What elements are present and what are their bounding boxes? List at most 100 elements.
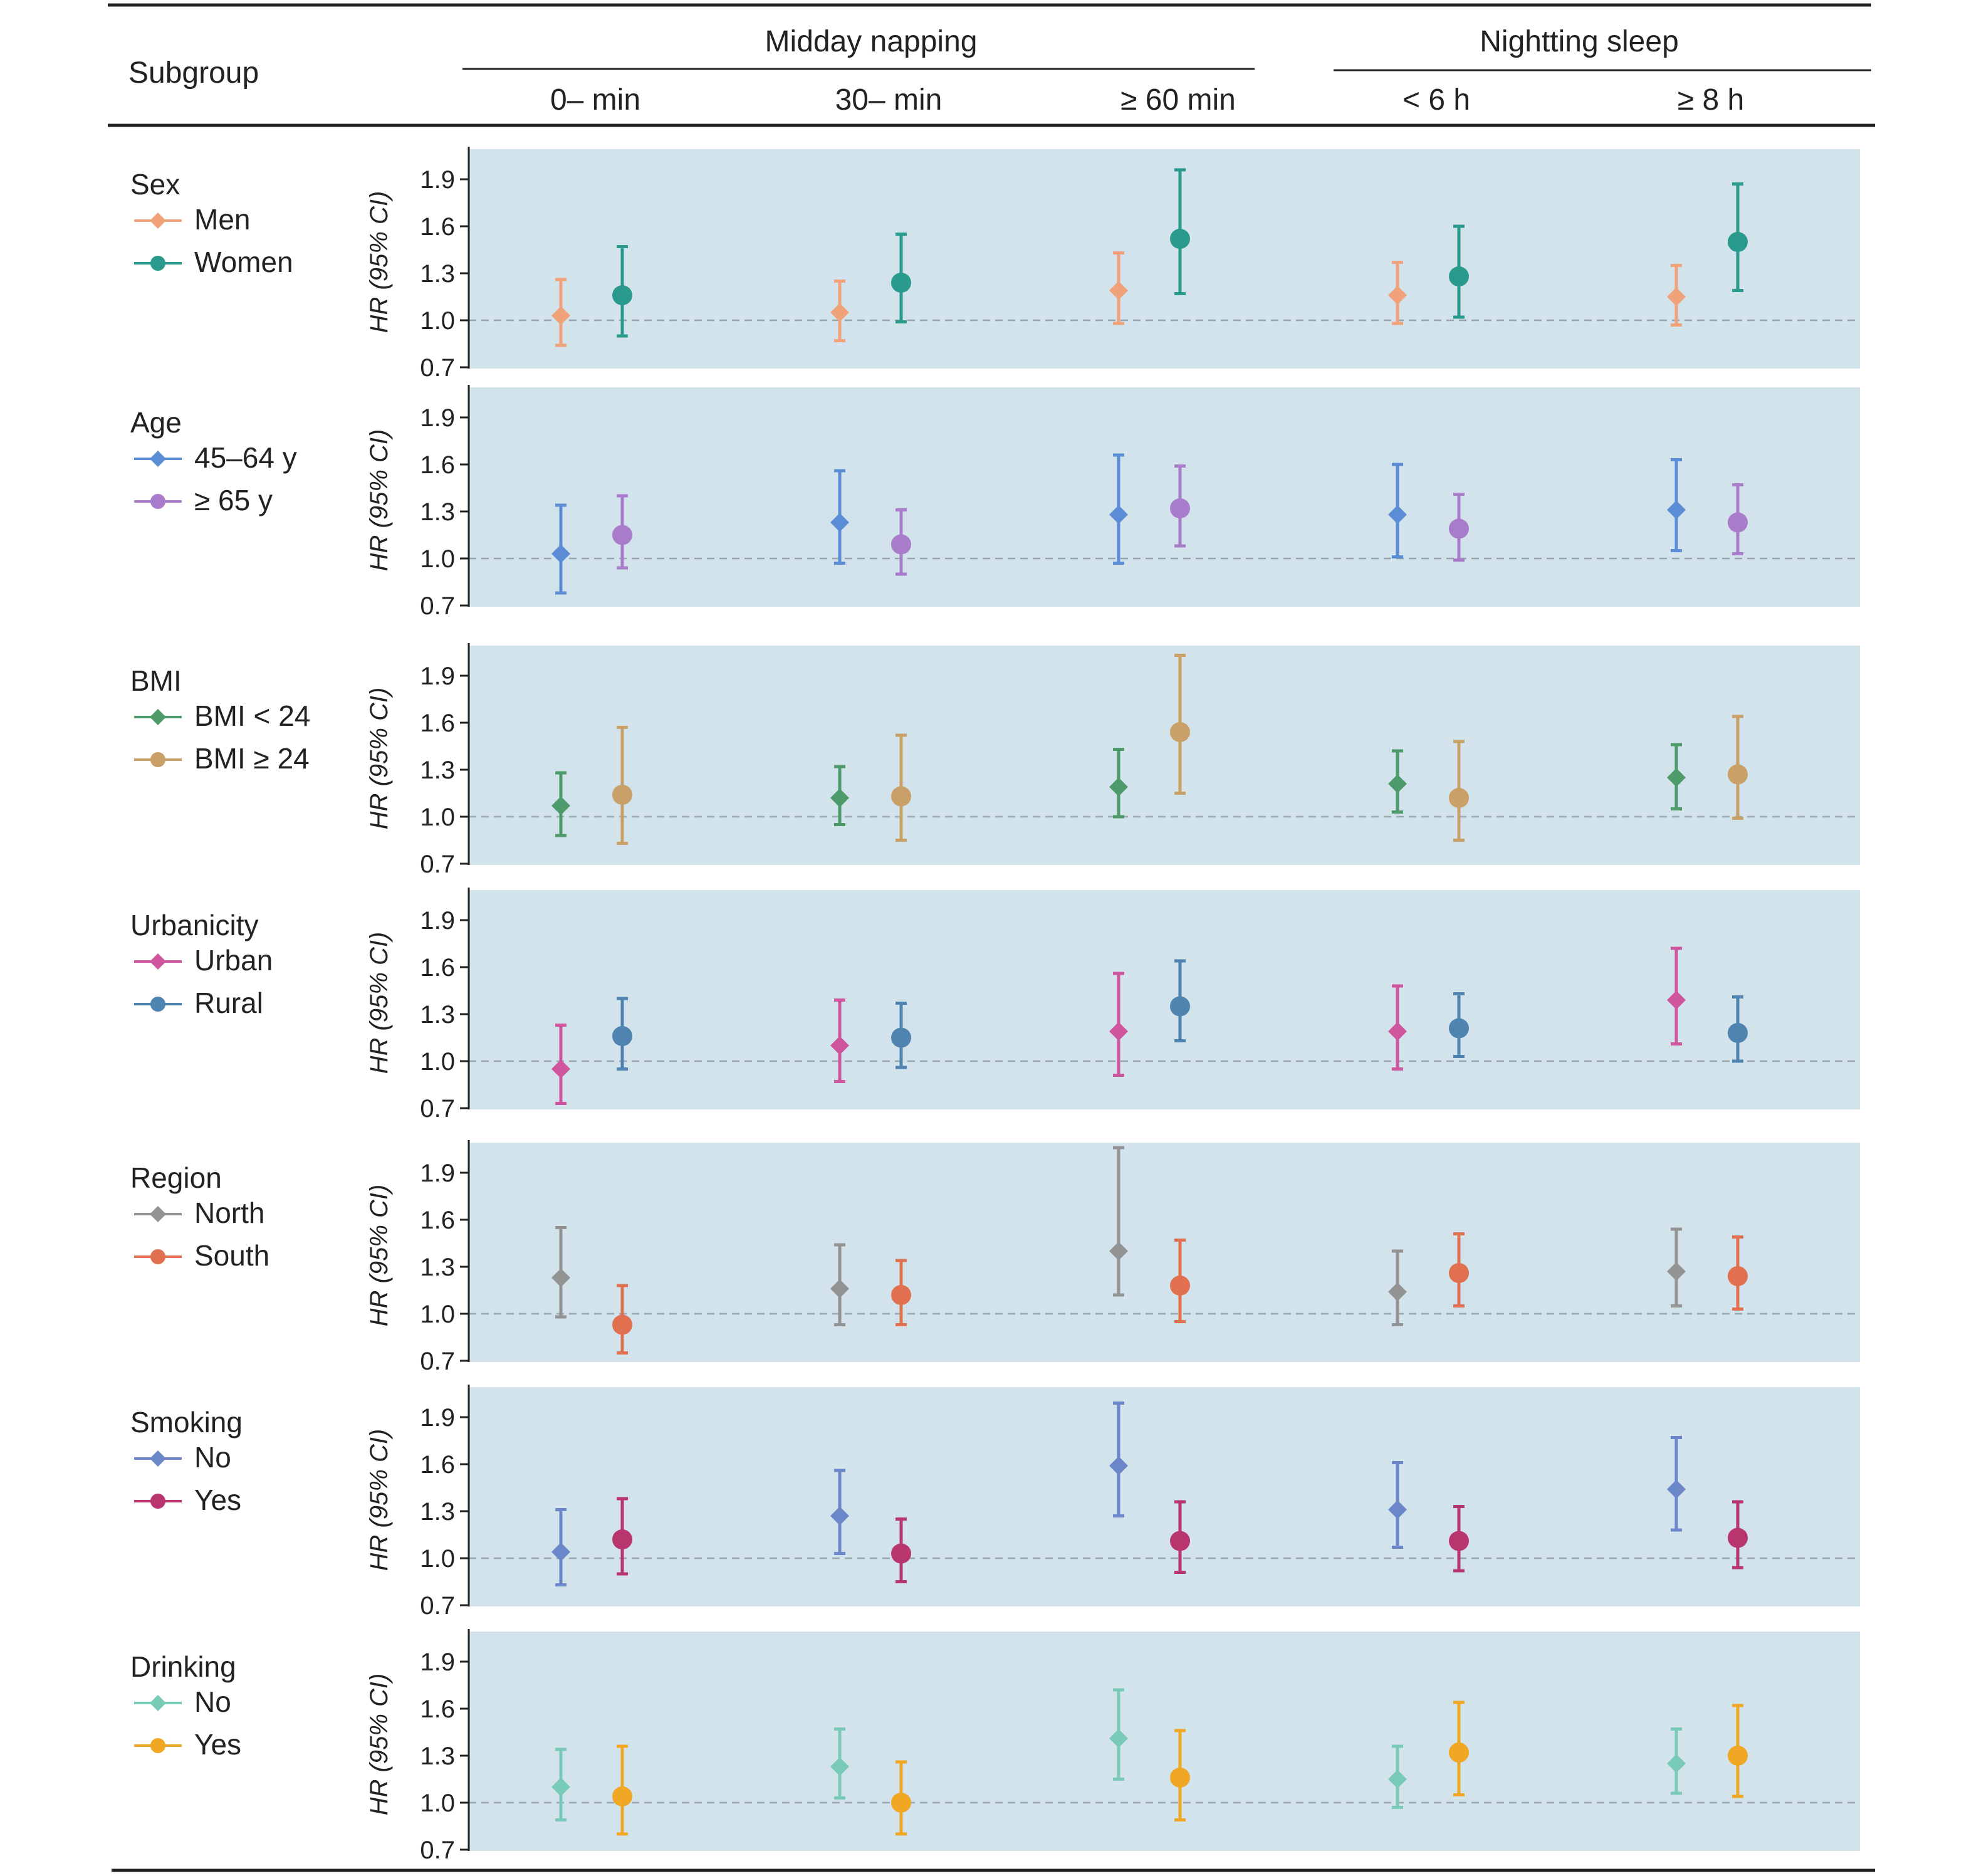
hr-circle-point xyxy=(612,785,632,805)
column-header: 0– min xyxy=(550,83,640,117)
legend-circle-marker xyxy=(150,1494,165,1509)
hr-circle-point xyxy=(1170,722,1190,742)
forest-panel: 1.9 1.6 1.3 1.0 0.7 HR (95% CI) Age 45–64 y ≥ 65… xyxy=(130,385,1860,620)
group-header-napping: Midday napping xyxy=(765,25,978,58)
legend-label: Yes xyxy=(194,1484,241,1516)
y-tick-label: 1.6 xyxy=(420,213,455,241)
hr-circle-point xyxy=(1728,764,1748,785)
y-tick-label: 1.3 xyxy=(420,498,455,526)
legend-circle-marker xyxy=(150,1249,165,1264)
y-tick-label: 1.3 xyxy=(420,1498,455,1526)
hr-diamond-point xyxy=(551,1268,570,1287)
hr-diamond-point xyxy=(1388,1500,1407,1519)
y-tick-label: 0.7 xyxy=(420,354,455,382)
legend-label: Yes xyxy=(194,1728,241,1761)
y-tick-label: 0.7 xyxy=(420,1095,455,1123)
subgroup-title: Region xyxy=(130,1161,222,1194)
hr-circle-point xyxy=(612,1026,632,1046)
hr-diamond-point xyxy=(1388,1282,1407,1301)
hr-diamond-point xyxy=(1388,286,1407,305)
hr-circle-point xyxy=(1449,1263,1469,1283)
legend-label: No xyxy=(194,1685,231,1718)
y-tick-label: 1.0 xyxy=(420,1301,455,1328)
panel-background xyxy=(469,1632,1860,1851)
hr-circle-point xyxy=(612,1786,632,1806)
hr-circle-point xyxy=(891,1543,911,1564)
hr-circle-point xyxy=(1170,1531,1190,1551)
panel-background xyxy=(469,1143,1860,1362)
legend-label: Urban xyxy=(194,944,273,977)
hr-diamond-point xyxy=(830,789,849,807)
hr-diamond-point xyxy=(830,1506,849,1526)
legend-label: No xyxy=(194,1441,231,1474)
hr-circle-point xyxy=(1170,1276,1190,1296)
hr-circle-point xyxy=(1449,788,1469,808)
y-axis-label: HR (95% CI) xyxy=(365,1674,393,1816)
hr-circle-point xyxy=(1728,1528,1748,1548)
legend-label: Men xyxy=(194,203,250,236)
hr-circle-point xyxy=(612,525,632,545)
legend-circle-marker xyxy=(150,256,165,271)
hr-diamond-point xyxy=(551,796,570,815)
y-tick-label: 1.0 xyxy=(420,307,455,335)
legend-diamond-marker xyxy=(150,1695,166,1711)
forest-panel: 1.9 1.6 1.3 1.0 0.7 HR (95% CI) UrbanicityUrba… xyxy=(130,888,1860,1123)
hr-diamond-point xyxy=(1109,777,1128,797)
forest-panels: 1.91.61.31.00.7HR (95% CI)SexMenWomen1.9… xyxy=(130,147,1860,1864)
y-tick-label: 0.7 xyxy=(420,851,455,878)
y-tick-label: 1.3 xyxy=(420,260,455,288)
hr-diamond-point xyxy=(1667,500,1686,520)
y-tick-label: 1.0 xyxy=(420,1048,455,1076)
hr-circle-point xyxy=(612,1314,632,1335)
column-header: 30– min xyxy=(835,83,943,117)
y-tick-label: 1.9 xyxy=(420,166,455,194)
hr-diamond-point xyxy=(1109,505,1128,524)
hr-diamond-point xyxy=(830,1757,849,1776)
hr-diamond-point xyxy=(1109,1242,1128,1260)
panel-background xyxy=(469,646,1860,865)
hr-diamond-point xyxy=(830,1279,849,1298)
legend-label: 45–64 y xyxy=(194,441,297,474)
legend-label: BMI ≥ 24 xyxy=(194,742,310,775)
subgroup-title: Urbanicity xyxy=(130,909,259,941)
hr-diamond-point xyxy=(551,1059,570,1079)
legend-circle-marker xyxy=(150,752,165,767)
hr-diamond-point xyxy=(1667,287,1686,307)
hr-circle-point xyxy=(1728,232,1748,252)
hr-diamond-point xyxy=(830,1036,849,1055)
forest-panel: 1.9 1.6 1.3 1.0 0.7 HR (95% CI) BMI BMI < 24 BMI… xyxy=(130,643,1860,878)
legend-diamond-marker xyxy=(150,451,166,467)
column-header: < 6 h xyxy=(1402,83,1470,117)
hr-diamond-point xyxy=(1667,1754,1686,1773)
y-tick-label: 1.3 xyxy=(420,757,455,784)
hr-circle-point xyxy=(1728,512,1748,533)
y-tick-label: 0.7 xyxy=(420,1592,455,1620)
hr-circle-point xyxy=(1728,1266,1748,1286)
y-tick-label: 1.3 xyxy=(420,1742,455,1770)
forest-panel: 1.9 1.6 1.3 1.0 0.7 HR (95% CI) Sex Men Women xyxy=(130,147,1860,382)
hr-circle-point xyxy=(1449,1742,1469,1763)
y-tick-label: 1.0 xyxy=(420,1545,455,1573)
column-header: ≥ 8 h xyxy=(1678,83,1744,117)
group-header-sleep: Nightting sleep xyxy=(1480,25,1679,58)
hr-diamond-point xyxy=(1388,1022,1407,1041)
legend-label: North xyxy=(194,1197,264,1229)
hr-diamond-point xyxy=(1109,281,1128,300)
y-tick-label: 1.0 xyxy=(420,545,455,573)
y-axis-label: HR (95% CI) xyxy=(365,688,393,830)
hr-circle-point xyxy=(891,786,911,807)
hr-diamond-point xyxy=(551,544,570,563)
legend-label: Rural xyxy=(194,987,263,1019)
panel-background xyxy=(469,149,1860,369)
y-tick-label: 0.7 xyxy=(420,592,455,620)
y-tick-label: 1.9 xyxy=(420,1648,455,1676)
hr-diamond-point xyxy=(1667,990,1686,1010)
hr-diamond-point xyxy=(1388,505,1407,524)
hr-circle-point xyxy=(891,1027,911,1048)
panel-background xyxy=(469,387,1860,607)
legend-circle-marker xyxy=(150,1738,165,1753)
y-tick-label: 1.9 xyxy=(420,907,455,935)
